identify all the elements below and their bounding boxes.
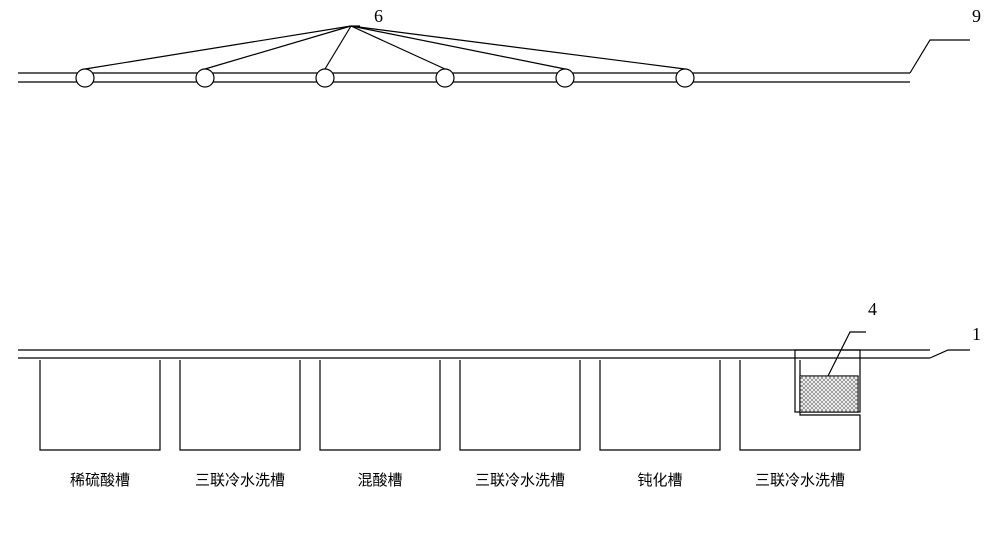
tank-label-2: 混酸槽 — [357, 472, 402, 489]
tank-label-4: 钝化槽 — [637, 472, 682, 489]
upper-circle-2 — [316, 69, 334, 87]
upper-circle-3 — [436, 69, 454, 87]
tank-3 — [460, 360, 580, 450]
technical-diagram: 6 9 稀硫酸槽 三联冷水洗槽 混酸槽 三联冷水洗槽 钝化槽 三联冷水洗槽 4 1 — [0, 0, 1000, 556]
callout-4: 4 — [868, 299, 877, 319]
upper-circle-5 — [676, 69, 694, 87]
callout-6: 6 — [374, 6, 383, 26]
upper-circle-1 — [196, 69, 214, 87]
tank-label-0: 稀硫酸槽 — [70, 472, 130, 489]
upper-circle-4 — [556, 69, 574, 87]
component-4-hatch — [728, 376, 892, 412]
tank-label-1: 三联冷水洗槽 — [195, 472, 285, 489]
upper-circle-0 — [76, 69, 94, 87]
callout-9: 9 — [972, 6, 981, 26]
tank-4 — [600, 360, 720, 450]
tank-label-5: 三联冷水洗槽 — [755, 472, 845, 489]
tank-2 — [320, 360, 440, 450]
tank-1 — [180, 360, 300, 450]
callout-1: 1 — [972, 324, 981, 344]
tank-0 — [40, 360, 160, 450]
tank-label-3: 三联冷水洗槽 — [475, 472, 565, 489]
